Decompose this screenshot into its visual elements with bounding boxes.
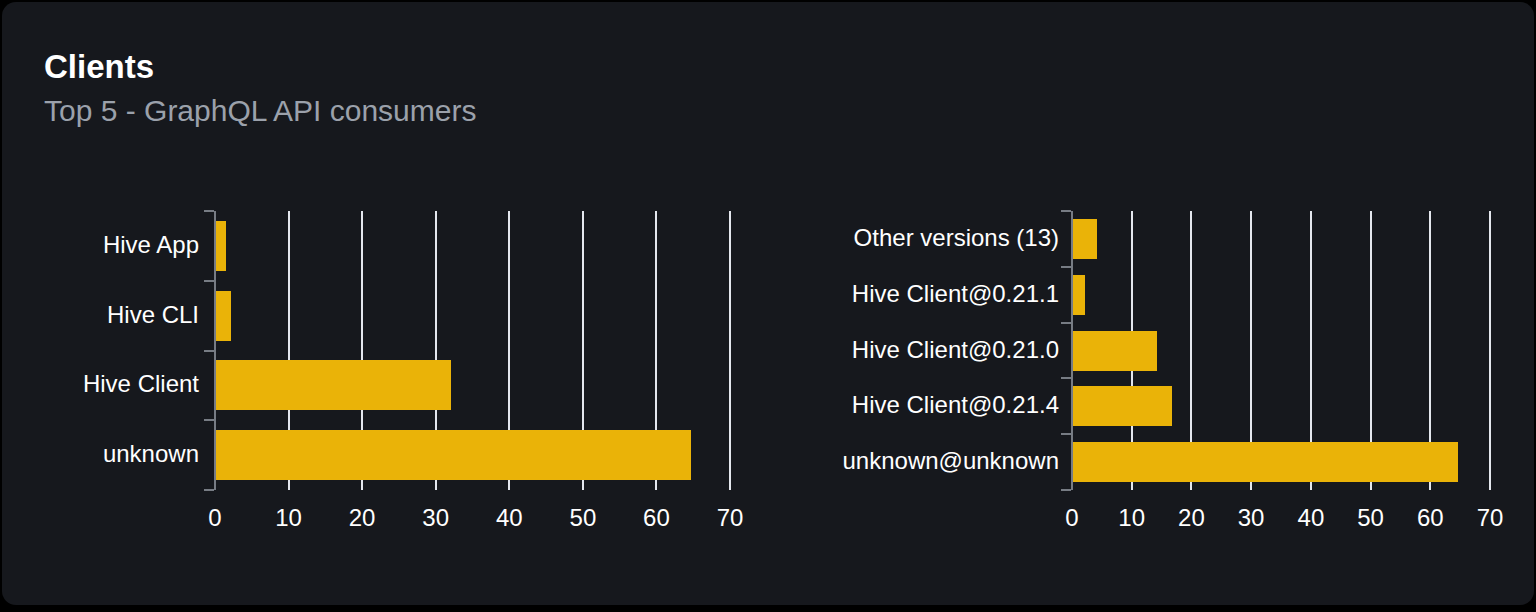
bar-hive-client-0-21-0[interactable] xyxy=(1073,331,1157,371)
y-axis-tick xyxy=(1061,210,1071,212)
bar-other-versions-13-[interactable] xyxy=(1073,219,1097,259)
chart-client-versions: Other versions (13)Hive Client@0.21.1Hiv… xyxy=(2,2,1534,605)
clients-card: Clients Top 5 - GraphQL API consumers Hi… xyxy=(2,2,1534,605)
y-axis-tick xyxy=(1061,489,1071,491)
category-label: Hive Client@0.21.4 xyxy=(699,391,1059,419)
y-axis-tick xyxy=(1061,266,1071,268)
category-label: unknown@unknown xyxy=(699,447,1059,475)
category-label: Other versions (13) xyxy=(699,224,1059,252)
gridline-70 xyxy=(1489,211,1491,490)
bar-hive-client-0-21-4[interactable] xyxy=(1073,386,1172,426)
category-label: Hive Client@0.21.0 xyxy=(699,336,1059,364)
y-axis-tick xyxy=(1061,377,1071,379)
category-label: Hive Client@0.21.1 xyxy=(699,280,1059,308)
x-tick-label: 70 xyxy=(1450,506,1530,530)
bar-hive-client-0-21-1[interactable] xyxy=(1073,275,1085,315)
charts-area: Hive AppHive CLIHive Clientunknown010203… xyxy=(2,2,1534,605)
bar-unknown-unknown[interactable] xyxy=(1073,442,1458,482)
y-axis-tick xyxy=(1061,322,1071,324)
y-axis-tick xyxy=(1061,433,1071,435)
